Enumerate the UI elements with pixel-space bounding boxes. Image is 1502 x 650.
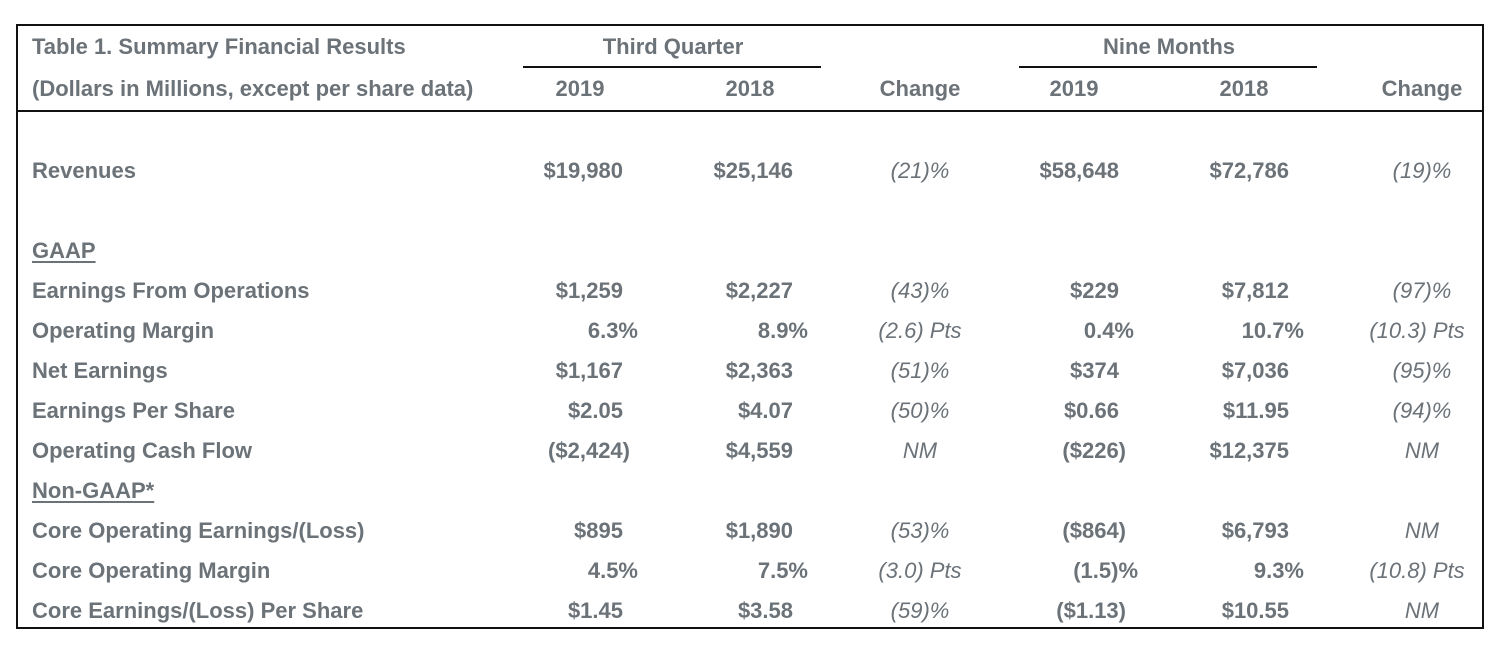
group-header-third-quarter: Third Quarter xyxy=(602,34,744,59)
cell-efo-q3-2018: $2,227 xyxy=(725,278,793,303)
col-header-q3-change: Change xyxy=(879,76,961,101)
cell-ceps-9m-2018: $10.55 xyxy=(1221,598,1289,623)
cell-om-9m-2019: 0.4% xyxy=(1083,318,1134,343)
third-quarter-rule xyxy=(523,66,821,68)
cell-efo-9m-2019: $229 xyxy=(1070,278,1119,303)
col-header-9m-2018: 2018 xyxy=(1219,76,1269,101)
row-label-operating-cash-flow: Operating Cash Flow xyxy=(32,438,253,463)
cell-ne-9m-2019: $374 xyxy=(1070,358,1119,383)
cell-com-q3-change: (3.0) Pts xyxy=(878,558,962,583)
cell-ceps-q3-2018: $3.58 xyxy=(737,598,793,623)
cell-ne-9m-change: (95)% xyxy=(1392,358,1452,383)
cell-com-q3-2019: 4.5% xyxy=(587,558,638,583)
cell-ceps-9m-change: NM xyxy=(1404,598,1440,623)
cell-com-9m-change: (10.8) Pts xyxy=(1369,558,1465,583)
cell-om-9m-change: (10.3) Pts xyxy=(1369,318,1465,343)
row-label-operating-margin: Operating Margin xyxy=(32,318,215,343)
cell-om-q3-2019: 6.3% xyxy=(587,318,638,343)
cell-om-q3-2018: 8.9% xyxy=(757,318,808,343)
financial-results-table: Table 1. Summary Financial Results (Doll… xyxy=(16,24,1484,629)
cell-ne-q3-change: (51)% xyxy=(890,358,950,383)
cell-efo-9m-2018: $7,812 xyxy=(1221,278,1289,303)
cell-ocf-9m-2019: ($226) xyxy=(1062,438,1126,463)
cell-eps-9m-change: (94)% xyxy=(1392,398,1452,423)
cell-revenues-q3-change: (21)% xyxy=(890,158,950,183)
cell-om-q3-change: (2.6) Pts xyxy=(878,318,962,343)
cell-revenues-q3-2019: $19,980 xyxy=(543,158,623,183)
cell-eps-9m-2018: $11.95 xyxy=(1222,398,1289,423)
table-title: Table 1. Summary Financial Results xyxy=(32,34,406,59)
cell-com-9m-2019: (1.5)% xyxy=(1073,558,1138,583)
cell-com-9m-2018: 9.3% xyxy=(1253,558,1304,583)
cell-ne-q3-2019: $1,167 xyxy=(555,358,623,383)
cell-ocf-9m-change: NM xyxy=(1404,438,1440,463)
row-label-core-operating-margin: Core Operating Margin xyxy=(32,558,271,583)
cell-ne-9m-2018: $7,036 xyxy=(1221,358,1289,383)
cell-coe-9m-change: NM xyxy=(1404,518,1440,543)
cell-ocf-q3-2018: $4,559 xyxy=(725,438,793,463)
row-label-net-earnings: Net Earnings xyxy=(32,358,168,383)
row-label-core-operating-earnings: Core Operating Earnings/(Loss) xyxy=(32,518,365,543)
cell-eps-q3-change: (50)% xyxy=(890,398,950,423)
section-gaap: GAAP xyxy=(32,238,96,263)
col-header-q3-2019: 2019 xyxy=(555,76,605,101)
cell-ceps-q3-change: (59)% xyxy=(890,598,950,623)
cell-om-9m-2018: 10.7% xyxy=(1241,318,1304,343)
col-header-9m-2019: 2019 xyxy=(1049,76,1099,101)
cell-revenues-9m-2018: $72,786 xyxy=(1209,158,1289,183)
cell-ceps-9m-2019: ($1.13) xyxy=(1056,598,1126,623)
cell-coe-q3-change: (53)% xyxy=(890,518,950,543)
cell-ocf-9m-2018: $12,375 xyxy=(1209,438,1289,463)
cell-revenues-q3-2018: $25,146 xyxy=(713,158,793,183)
cell-com-q3-2018: 7.5% xyxy=(757,558,808,583)
cell-revenues-9m-change: (19)% xyxy=(1392,158,1452,183)
cell-efo-q3-2019: $1,259 xyxy=(555,278,623,303)
row-label-core-eps: Core Earnings/(Loss) Per Share xyxy=(32,598,364,623)
nine-months-rule xyxy=(1019,66,1317,68)
row-label-revenues: Revenues xyxy=(32,158,136,183)
cell-coe-q3-2018: $1,890 xyxy=(725,518,793,543)
cell-eps-9m-2019: $0.66 xyxy=(1063,398,1119,423)
cell-coe-q3-2019: $895 xyxy=(574,518,623,543)
cell-revenues-9m-2019: $58,648 xyxy=(1039,158,1119,183)
col-header-q3-2018: 2018 xyxy=(725,76,775,101)
cell-ocf-q3-2019: ($2,424) xyxy=(548,438,630,463)
cell-coe-9m-2019: ($864) xyxy=(1062,518,1126,543)
header-bottom-rule xyxy=(18,110,1482,112)
cell-ceps-q3-2019: $1.45 xyxy=(567,598,623,623)
section-non-gaap: Non-GAAP* xyxy=(32,478,155,503)
cell-eps-q3-2018: $4.07 xyxy=(737,398,793,423)
cell-eps-q3-2019: $2.05 xyxy=(567,398,623,423)
cell-ocf-q3-change: NM xyxy=(902,438,938,463)
row-label-earnings-from-operations: Earnings From Operations xyxy=(32,278,310,303)
col-header-9m-change: Change xyxy=(1381,76,1463,101)
cell-coe-9m-2018: $6,793 xyxy=(1221,518,1289,543)
cell-efo-q3-change: (43)% xyxy=(890,278,950,303)
table-subtitle: (Dollars in Millions, except per share d… xyxy=(32,76,474,101)
group-header-nine-months: Nine Months xyxy=(1103,34,1235,59)
cell-ne-q3-2018: $2,363 xyxy=(725,358,793,383)
cell-efo-9m-change: (97)% xyxy=(1392,278,1452,303)
row-label-earnings-per-share: Earnings Per Share xyxy=(32,398,235,423)
